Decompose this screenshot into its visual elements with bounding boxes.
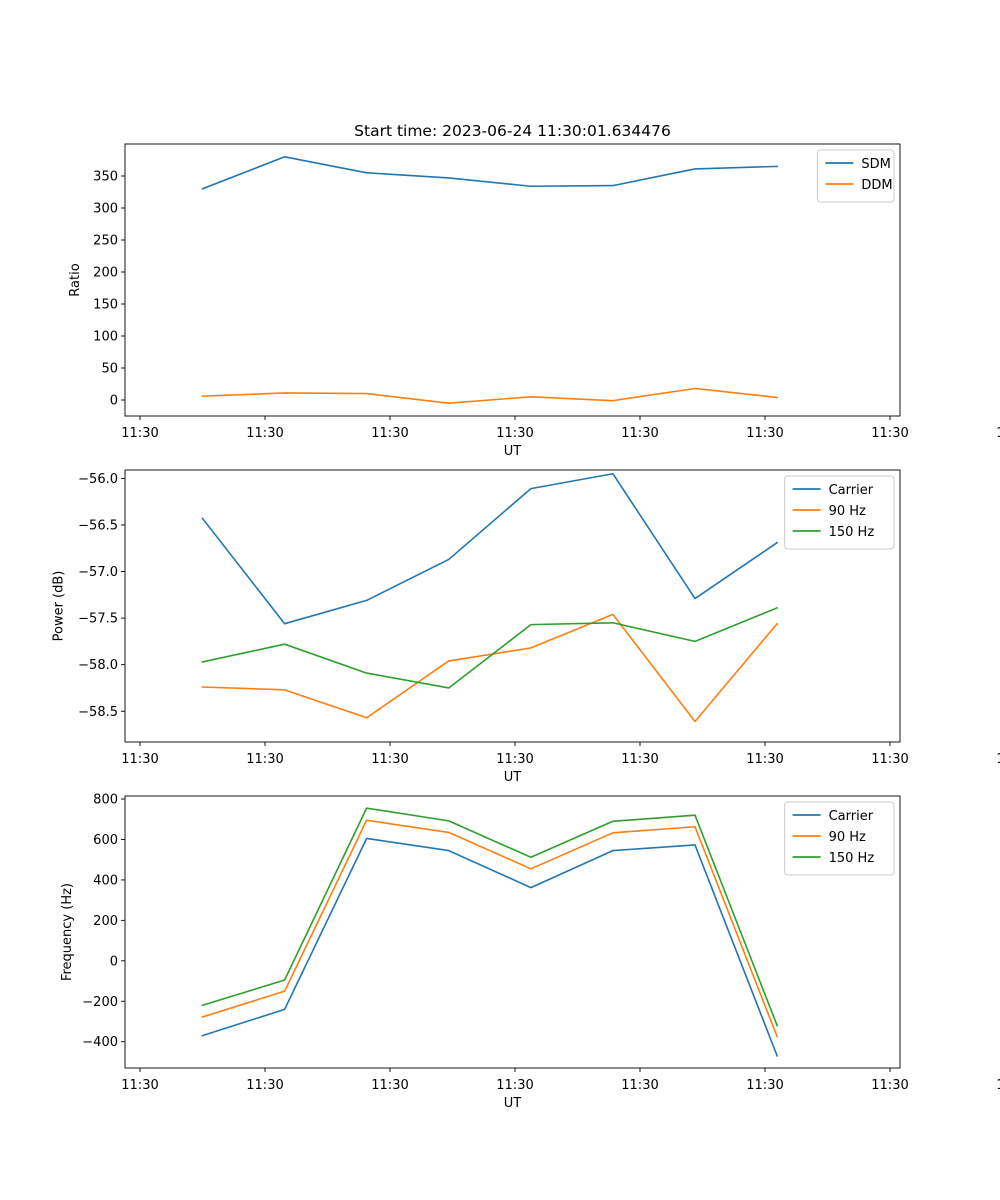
chart-panel-2: 11:30 11:30 11:30 11:30 11:30 11:30 11:30 11:31… bbox=[52, 469, 1000, 785]
plot-frame bbox=[124, 143, 901, 417]
x-tick-label: 11:30 bbox=[496, 752, 533, 767]
legend-label: 150 Hz bbox=[829, 851, 875, 866]
x-axis-label: UT bbox=[504, 444, 522, 459]
y-tick-label: 50 bbox=[101, 362, 118, 377]
y-tick-label: −400 bbox=[82, 1035, 118, 1050]
y-tick-label: 150 bbox=[93, 298, 118, 313]
series-line-150-hz bbox=[201, 606, 779, 689]
x-tick-label: 11:31 bbox=[996, 752, 1000, 767]
y-axis-label: Ratio bbox=[68, 263, 83, 296]
y-tick-label: −57.0 bbox=[78, 565, 118, 580]
x-tick-label: 11:30 bbox=[871, 426, 908, 441]
legend-label: Carrier bbox=[829, 483, 874, 498]
y-tick-label: 100 bbox=[93, 330, 118, 345]
legend-label: SDM bbox=[861, 157, 890, 172]
y-tick-label: 300 bbox=[93, 202, 118, 217]
x-tick-label: 11:30 bbox=[246, 426, 283, 441]
series-line-90-hz bbox=[201, 819, 779, 1038]
x-tick-label: 11:31 bbox=[996, 426, 1000, 441]
y-tick-label: 0 bbox=[110, 394, 118, 409]
x-tick-label: 11:30 bbox=[746, 1078, 783, 1093]
chart-panel-1: Start time: 2023-06-24 11:30:01.634476 11… bbox=[68, 122, 1000, 459]
x-tick-label: 11:30 bbox=[121, 426, 158, 441]
x-tick-label: 11:30 bbox=[496, 1078, 533, 1093]
y-tick-label: 800 bbox=[93, 793, 118, 808]
series-line-90-hz bbox=[201, 613, 779, 723]
series-line-carrier bbox=[201, 837, 779, 1057]
y-axis-label: Frequency (Hz) bbox=[60, 883, 75, 981]
y-tick-label: −200 bbox=[82, 995, 118, 1010]
x-axis: 11:30 11:30 11:30 11:30 11:30 11:30 11:30 11:31… bbox=[121, 742, 1000, 785]
plot-frame bbox=[124, 469, 901, 743]
x-tick-label: 11:31 bbox=[996, 1078, 1000, 1093]
x-tick-label: 11:30 bbox=[621, 426, 658, 441]
y-tick-label: −58.0 bbox=[78, 658, 118, 673]
y-tick-label: 200 bbox=[93, 914, 118, 929]
series-lines bbox=[201, 472, 779, 723]
legend-label: DDM bbox=[861, 178, 892, 193]
x-axis: 11:30 11:30 11:30 11:30 11:30 11:30 11:30 11:31… bbox=[121, 1068, 1000, 1111]
y-axis: −58.5 −58.0 −57.5 −57.0 −56.5 −56.0 Power (dB) bbox=[52, 472, 125, 720]
y-axis: −400 −200 0 200 400 600 800 Frequency (Hz) bbox=[60, 793, 125, 1050]
x-tick-label: 11:30 bbox=[246, 1078, 283, 1093]
x-tick-label: 11:30 bbox=[871, 752, 908, 767]
y-tick-label: 200 bbox=[93, 266, 118, 281]
y-tick-label: 350 bbox=[93, 170, 118, 185]
legend-label: Carrier bbox=[829, 809, 874, 824]
x-axis-label: UT bbox=[504, 1096, 522, 1111]
legend: SDM DDM bbox=[816, 149, 895, 203]
x-axis-label: UT bbox=[504, 770, 522, 785]
series-line-150-hz bbox=[201, 807, 779, 1027]
plot-frame bbox=[124, 795, 901, 1069]
y-tick-label: −56.5 bbox=[78, 518, 118, 533]
series-line-sdm bbox=[201, 156, 778, 190]
x-tick-label: 11:30 bbox=[371, 426, 408, 441]
x-tick-label: 11:30 bbox=[746, 752, 783, 767]
x-tick-label: 11:30 bbox=[371, 1078, 408, 1093]
x-tick-label: 11:30 bbox=[121, 752, 158, 767]
legend: Carrier 90 Hz 150 Hz bbox=[784, 801, 895, 876]
chart-panel-3: 11:30 11:30 11:30 11:30 11:30 11:30 11:30 11:31… bbox=[60, 793, 1000, 1111]
legend: Carrier 90 Hz 150 Hz bbox=[784, 475, 895, 550]
series-lines bbox=[201, 156, 779, 405]
series-line-ddm bbox=[201, 387, 779, 405]
series-line-carrier bbox=[201, 472, 779, 625]
x-tick-label: 11:30 bbox=[621, 1078, 658, 1093]
legend-label: 150 Hz bbox=[829, 525, 875, 540]
x-tick-label: 11:30 bbox=[121, 1078, 158, 1093]
y-tick-label: 600 bbox=[93, 833, 118, 848]
x-axis: 11:30 11:30 11:30 11:30 11:30 11:30 11:30 11:31… bbox=[121, 416, 1000, 459]
chart-title: Start time: 2023-06-24 11:30:01.634476 bbox=[354, 122, 671, 140]
y-tick-label: 0 bbox=[110, 954, 118, 969]
legend-label: 90 Hz bbox=[829, 504, 866, 519]
y-tick-label: 250 bbox=[93, 234, 118, 249]
y-tick-label: −58.5 bbox=[78, 705, 118, 720]
y-axis-label: Power (dB) bbox=[52, 571, 67, 642]
x-tick-label: 11:30 bbox=[621, 752, 658, 767]
y-tick-label: −57.5 bbox=[78, 612, 118, 627]
x-tick-label: 11:30 bbox=[496, 426, 533, 441]
legend-label: 90 Hz bbox=[829, 830, 866, 845]
y-axis: 0 50 100 150 200 250 300 350 Ratio bbox=[68, 170, 125, 409]
series-lines bbox=[201, 807, 779, 1057]
y-tick-label: 400 bbox=[93, 873, 118, 888]
x-tick-label: 11:30 bbox=[246, 752, 283, 767]
x-tick-label: 11:30 bbox=[871, 1078, 908, 1093]
y-tick-label: −56.0 bbox=[78, 472, 118, 487]
x-tick-label: 11:30 bbox=[371, 752, 408, 767]
x-tick-label: 11:30 bbox=[746, 426, 783, 441]
